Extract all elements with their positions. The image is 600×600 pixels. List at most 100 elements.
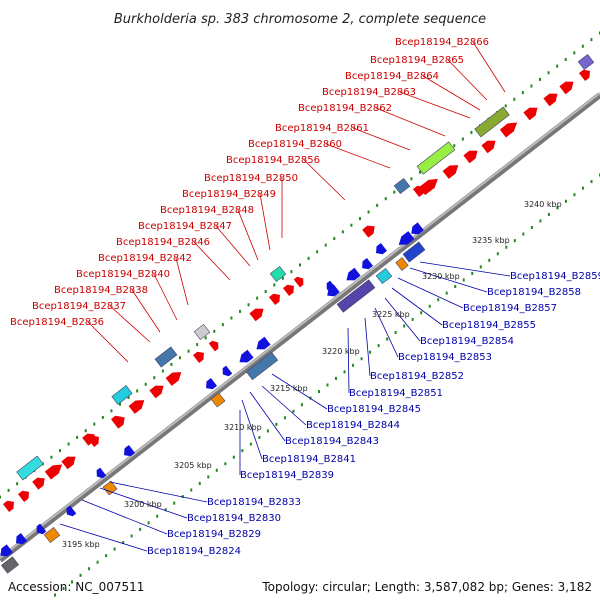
forward-gene-label: Bcep18194_B2836 bbox=[10, 317, 104, 328]
reverse-gene-label: Bcep18194_B2855 bbox=[442, 320, 536, 331]
tick-dot-inner bbox=[581, 186, 584, 190]
tick-dot-inner bbox=[105, 554, 108, 558]
forward-gene-arrow-body bbox=[192, 351, 204, 364]
forward-gene-arrow bbox=[481, 140, 496, 154]
tick-dot-inner bbox=[122, 541, 125, 544]
forward-label-leader bbox=[422, 75, 481, 111]
forward-gene-arrow bbox=[165, 372, 182, 386]
reverse-gene-arrow-body bbox=[206, 377, 218, 390]
reverse-gene-label: Bcep18194_B2843 bbox=[285, 436, 379, 447]
reverse-gene-label: Bcep18194_B2853 bbox=[398, 352, 492, 363]
forward-gene-arrow-body bbox=[165, 372, 182, 386]
tick-dot-outer bbox=[316, 250, 319, 254]
tick-dot-outer bbox=[590, 38, 593, 42]
tick-dot-inner bbox=[181, 495, 184, 499]
reverse-gene-arrow bbox=[411, 222, 424, 235]
forward-label-leader bbox=[352, 127, 411, 151]
reverse-gene-arrow bbox=[96, 467, 107, 479]
tick-dot-outer bbox=[153, 376, 156, 380]
forward-gene-box-body bbox=[474, 106, 510, 138]
forward-gene-arrow bbox=[32, 477, 45, 490]
forward-gene-box-body bbox=[269, 265, 287, 283]
tick-dot-inner bbox=[317, 390, 320, 394]
map-title: Burkholderia sp. 383 chromosome 2, compl… bbox=[114, 12, 486, 27]
tick-dot-inner bbox=[215, 468, 218, 472]
reverse-gene-arrow-body bbox=[411, 222, 424, 235]
tick-dot-outer bbox=[341, 230, 344, 234]
forward-label-leader bbox=[472, 41, 506, 93]
reverse-gene-arrow-body bbox=[0, 544, 13, 557]
reverse-gene-label: Bcep18194_B2839 bbox=[240, 470, 334, 481]
reverse-gene-box bbox=[402, 241, 426, 263]
tick-dot-outer bbox=[573, 51, 576, 55]
tick-dot-outer bbox=[393, 190, 396, 194]
tick-dot-outer bbox=[247, 303, 250, 307]
forward-gene-arrow bbox=[149, 385, 164, 399]
tick-dot-inner bbox=[335, 376, 338, 380]
scale-label: 3225 kbp bbox=[372, 310, 410, 319]
forward-label-leader bbox=[175, 257, 189, 306]
tick-dot-inner bbox=[79, 573, 82, 577]
reverse-gene-arrow bbox=[206, 377, 218, 390]
forward-label-leader bbox=[399, 91, 471, 119]
tick-dot-inner bbox=[590, 180, 593, 184]
forward-gene-arrow bbox=[282, 284, 294, 297]
tick-dot-inner bbox=[164, 508, 167, 512]
tick-dot-outer bbox=[419, 170, 421, 174]
tick-dot-inner bbox=[326, 383, 329, 387]
forward-gene-label: Bcep18194_B2864 bbox=[345, 71, 439, 82]
tick-dot-outer bbox=[110, 409, 113, 413]
forward-label-leader bbox=[259, 193, 271, 251]
forward-gene-label: Bcep18194_B2863 bbox=[322, 87, 416, 98]
forward-gene-label: Bcep18194_B2849 bbox=[182, 189, 276, 200]
forward-gene-box bbox=[416, 141, 456, 175]
tick-dot-inner bbox=[420, 311, 423, 315]
reverse-label-leader bbox=[109, 481, 208, 503]
reverse-gene-arrow bbox=[124, 444, 136, 457]
reverse-gene-label: Bcep18194_B2829 bbox=[167, 529, 261, 540]
reverse-gene-box-body bbox=[43, 526, 61, 544]
forward-gene-arrow bbox=[2, 500, 14, 513]
tick-dot-inner bbox=[445, 291, 448, 295]
reverse-gene-arrow-body bbox=[222, 365, 233, 377]
forward-gene-arrow-body bbox=[442, 165, 459, 179]
reverse-gene-arrow bbox=[66, 505, 77, 517]
reverse-label-leader bbox=[59, 523, 148, 552]
scale-label: 3200 kbp bbox=[124, 500, 162, 509]
forward-gene-arrow bbox=[110, 415, 122, 428]
reverse-gene-arrow bbox=[36, 523, 47, 535]
forward-gene-box-body bbox=[111, 385, 133, 405]
forward-gene-arrow-body bbox=[82, 433, 95, 446]
tick-dot-outer bbox=[376, 203, 379, 207]
reverse-label-leader bbox=[249, 391, 286, 442]
forward-gene-arrow-body bbox=[293, 276, 304, 288]
forward-gene-label: Bcep18194_B2862 bbox=[298, 103, 392, 114]
forward-label-leader bbox=[153, 273, 178, 321]
forward-gene-arrow bbox=[442, 165, 459, 179]
forward-gene-label: Bcep18194_B2850 bbox=[204, 173, 298, 184]
tick-dot-inner bbox=[547, 212, 550, 216]
reverse-gene-arrow bbox=[16, 532, 28, 545]
reverse-gene-box-body bbox=[402, 241, 426, 263]
tick-dot-outer bbox=[93, 422, 96, 426]
tick-dot-outer bbox=[213, 329, 216, 333]
tick-dot-inner bbox=[462, 278, 465, 282]
tick-dot-inner bbox=[496, 252, 499, 256]
tick-dot-inner bbox=[249, 442, 252, 446]
forward-gene-arrow-body bbox=[110, 415, 122, 428]
forward-gene-arrow bbox=[249, 308, 264, 322]
tick-dot-inner bbox=[156, 514, 159, 518]
tick-dot-inner bbox=[139, 527, 142, 531]
reverse-label-leader bbox=[347, 327, 350, 394]
reverse-gene-arrow bbox=[362, 257, 374, 270]
reverse-gene-arrow-body bbox=[326, 280, 337, 292]
tick-dot-inner bbox=[471, 271, 474, 275]
forward-gene-arrow bbox=[523, 107, 538, 121]
tick-dot-outer bbox=[84, 429, 87, 433]
reverse-gene-arrow-body bbox=[376, 242, 388, 255]
reverse-gene-box bbox=[245, 351, 279, 381]
forward-gene-arrow-body bbox=[499, 122, 518, 138]
tick-dot-inner bbox=[377, 344, 380, 348]
tick-dot-outer bbox=[556, 64, 559, 68]
tick-dot-inner bbox=[96, 560, 99, 564]
